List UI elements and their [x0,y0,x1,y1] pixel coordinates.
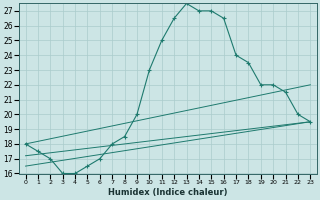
X-axis label: Humidex (Indice chaleur): Humidex (Indice chaleur) [108,188,228,197]
